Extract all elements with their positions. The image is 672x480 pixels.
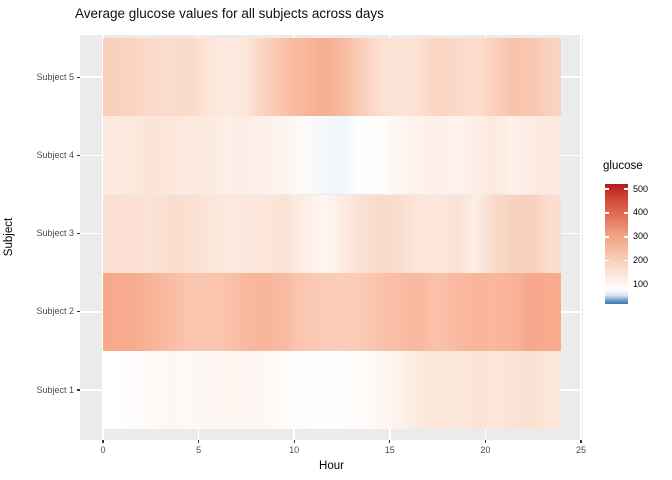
chart-title: Average glucose values for all subjects …: [75, 6, 384, 21]
legend-title: glucose: [603, 160, 643, 172]
legend-tick-notch: [624, 188, 628, 190]
x-axis-tick-label: 0: [100, 445, 106, 455]
y-axis-tick-label: Subject 5: [36, 71, 74, 82]
legend-tick-notch: [605, 260, 609, 262]
y-axis-tick-mark: [76, 311, 80, 313]
y-axis-tick-label: Subject 2: [36, 306, 74, 317]
major-gridline-vertical: [580, 35, 582, 440]
x-axis-tick-mark: [580, 440, 582, 444]
legend-tick-label: 500: [633, 183, 649, 194]
legend-tick-notch: [605, 284, 609, 286]
y-axis-tick-mark: [76, 76, 80, 78]
x-axis-tick-label: 10: [289, 445, 300, 455]
x-axis-tick-mark: [389, 440, 391, 444]
legend-tick-label: 100: [633, 279, 649, 290]
x-axis-tick-mark: [198, 440, 200, 444]
legend-tick-notch: [624, 284, 628, 286]
legend-tick-notch: [605, 188, 609, 190]
legend-tick-notch: [624, 212, 628, 214]
legend-tick-notch: [624, 260, 628, 262]
y-axis-tick-label: Subject 4: [36, 149, 74, 160]
legend: glucose 500 400 300 200 100: [598, 158, 672, 318]
heatmap-row: [103, 272, 561, 351]
y-axis-tick-mark: [76, 233, 80, 235]
x-axis-tick-mark: [102, 440, 104, 444]
y-axis-tick-label: Subject 1: [36, 384, 74, 395]
heatmap-row: [103, 116, 561, 195]
x-axis-tick-mark: [484, 440, 486, 444]
heatmap-rows: [103, 38, 561, 430]
legend-tick-notch: [605, 212, 609, 214]
legend-tick-notch: [624, 236, 628, 238]
x-axis-tick-label: 5: [196, 445, 202, 455]
legend-colorbar: [605, 184, 628, 304]
y-axis-title: Subject: [3, 217, 15, 257]
heatmap-row: [103, 194, 561, 273]
x-axis-title: Hour: [319, 460, 344, 472]
x-axis-tick-label: 20: [480, 445, 491, 455]
legend-tick-notch: [605, 236, 609, 238]
x-axis-tick-label: 15: [384, 445, 395, 455]
legend-tick-label: 200: [633, 255, 649, 266]
legend-tick-label: 400: [633, 207, 649, 218]
heatmap-row: [103, 351, 561, 430]
y-axis-tick-mark: [76, 154, 80, 156]
x-axis-tick-label: 25: [575, 445, 586, 455]
y-axis-tick-label: Subject 3: [36, 228, 74, 239]
x-axis-tick-mark: [293, 440, 295, 444]
heatmap-row: [103, 38, 561, 117]
y-axis-tick-mark: [76, 389, 80, 391]
legend-tick-label: 300: [633, 231, 649, 242]
plot-panel: [80, 35, 583, 440]
